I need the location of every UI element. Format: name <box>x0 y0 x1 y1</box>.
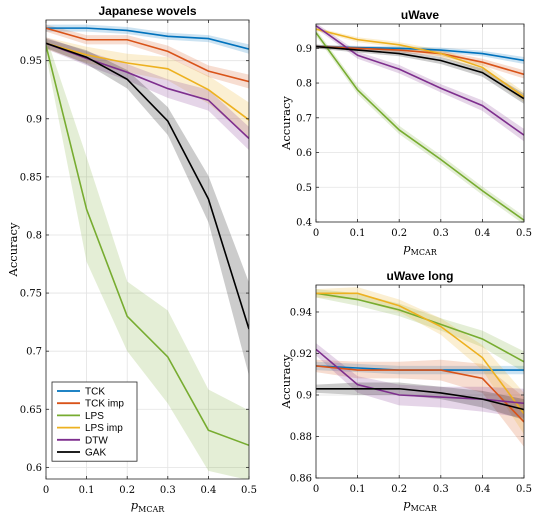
band-lps <box>46 36 249 479</box>
x-tick-label: 0 <box>313 228 319 239</box>
x-tick-label: 0.2 <box>391 484 407 495</box>
series-group <box>316 24 524 222</box>
chart-title: uWave <box>401 8 440 22</box>
x-tick-label: 0.1 <box>79 485 95 496</box>
x-tick-label: 0.3 <box>433 484 449 495</box>
x-tick-label: 0.5 <box>516 228 532 239</box>
legend-label-dtw: DTW <box>85 435 108 446</box>
series-line-tck-imp <box>316 365 524 423</box>
x-tick-label: 0.2 <box>119 485 135 496</box>
x-tick-label: 0.1 <box>350 228 366 239</box>
y-axis-label: Accuracy <box>6 222 20 277</box>
legend-label-gak: GAK <box>85 448 106 459</box>
y-tick-label: 0.95 <box>20 56 42 67</box>
x-axis-label: pMCAR <box>131 498 165 514</box>
series-line-lps-imp <box>46 42 249 121</box>
y-tick-label: 0.94 <box>290 307 312 318</box>
band-dtw <box>46 37 249 151</box>
y-tick-label: 0.7 <box>296 113 312 124</box>
band-tck <box>46 24 249 54</box>
x-tick-label: 0.3 <box>160 485 176 496</box>
series-line-tck-imp <box>316 45 524 76</box>
axes-frame <box>315 284 525 479</box>
series-line-lps-imp <box>316 292 524 415</box>
series-line-gak <box>316 45 524 100</box>
x-axis-label: pMCAR <box>403 497 437 513</box>
legend-label-lps-imp: LPS imp <box>85 423 123 434</box>
y-tick-label: 0.6 <box>296 148 312 159</box>
legend-label-tck: TCK <box>85 387 105 398</box>
y-tick-label: 0.6 <box>26 463 42 474</box>
band-gak <box>316 382 524 420</box>
series-line-gak <box>316 387 524 411</box>
chart-panel-3: 0 0.1 0.2 0.3 0.4 0.5 0.86 0.88 0.9 0.92 0.94 uWave… <box>279 269 532 513</box>
x-tick-label: 0 <box>313 484 319 495</box>
x-tick-label: 0.5 <box>241 485 257 496</box>
x-tick-label: 0.3 <box>433 228 449 239</box>
series-group <box>316 287 524 447</box>
x-tick-label: 0.4 <box>474 484 490 495</box>
chart-title: Japanese wovels <box>98 4 196 18</box>
chart-panel-2: 0 0.1 0.2 0.3 0.4 0.5 0.4 0.5 0.6 0.7 0.8 0.9 uWave p… <box>279 8 532 257</box>
band-gak <box>46 38 249 376</box>
y-tick-label: 0.9 <box>296 390 312 401</box>
y-tick-label: 0.88 <box>290 432 312 443</box>
y-tick-label: 0.5 <box>296 183 312 194</box>
x-tick-label: 0.1 <box>350 484 366 495</box>
band-tck-imp <box>316 359 524 447</box>
series-group <box>46 24 249 479</box>
band-lps <box>316 289 524 373</box>
series-line-lps <box>316 292 524 363</box>
y-tick-label: 0.86 <box>290 474 312 485</box>
legend-box <box>51 381 138 462</box>
axes-frame <box>45 19 250 480</box>
band-tck-imp <box>46 24 249 89</box>
band-tck <box>316 361 524 375</box>
y-tick-label: 0.92 <box>290 349 312 360</box>
y-tick-label: 0.8 <box>26 230 42 241</box>
y-tick-label: 0.7 <box>26 347 42 358</box>
x-axis-label: pMCAR <box>403 241 437 257</box>
series-line-dtw <box>316 25 524 136</box>
x-tick-label: 0.4 <box>474 228 490 239</box>
series-line-lps <box>316 32 524 221</box>
series-line-dtw <box>316 348 524 405</box>
y-axis-label: Accuracy <box>279 354 293 409</box>
y-tick-label: 0.4 <box>296 218 312 229</box>
series-line-dtw <box>46 42 249 140</box>
axes-frame <box>315 23 525 223</box>
legend-label-lps: LPS <box>85 411 104 422</box>
series-line-lps-imp <box>316 28 524 98</box>
y-tick-label: 0.9 <box>26 114 42 125</box>
y-tick-label: 0.75 <box>20 289 42 300</box>
x-tick-label: 0.5 <box>516 484 532 495</box>
series-line-lps <box>46 45 249 447</box>
band-lps <box>316 29 524 222</box>
legend-label-tck-imp: TCK imp <box>85 399 124 410</box>
x-tick-label: 0.4 <box>200 485 216 496</box>
y-axis-label: Accuracy <box>279 96 293 151</box>
series-line-gak <box>46 42 249 330</box>
y-tick-label: 0.65 <box>20 405 42 416</box>
band-dtw <box>316 24 524 142</box>
x-tick-label: 0 <box>43 485 49 496</box>
x-tick-label: 0.2 <box>391 228 407 239</box>
series-line-tck-imp <box>46 27 249 83</box>
series-line-tck <box>46 27 249 50</box>
y-tick-label: 0.8 <box>296 79 312 90</box>
chart-title: uWave long <box>387 269 454 283</box>
y-tick-label: 0.9 <box>296 44 312 55</box>
y-tick-label: 0.85 <box>20 172 42 183</box>
